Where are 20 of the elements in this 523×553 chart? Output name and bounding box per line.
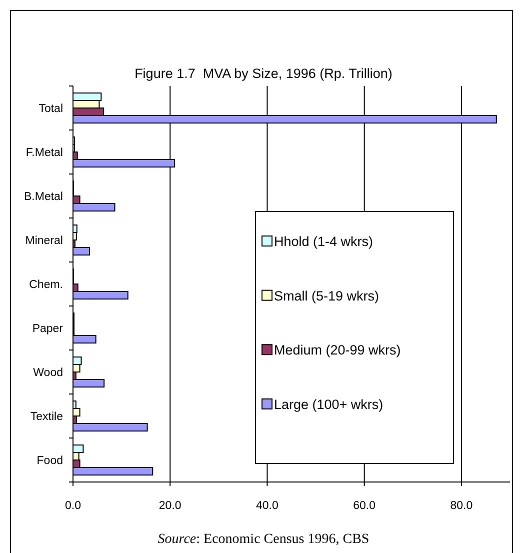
x-tick-label: 0.0 [65, 500, 81, 512]
chart-title: Figure 1.7 MVA by Size, 1996 (Rp. Trillion) [134, 66, 392, 81]
y-tick-label: Mineral [25, 235, 63, 247]
y-tick-label: Chem. [29, 279, 63, 291]
y-tick-label: B.Metal [24, 191, 63, 203]
y-tick-label: Textile [30, 411, 63, 423]
x-tick-label: 20.0 [158, 500, 182, 512]
y-tick-label: F.Metal [26, 147, 63, 159]
x-tick-label: 40.0 [256, 500, 278, 512]
source-note: Source: Economic Census 1996, CBS [158, 532, 370, 547]
y-tick-label: Food [36, 455, 63, 467]
y-tick-label: Total [38, 103, 63, 115]
y-tick-label: Paper [32, 323, 64, 335]
legend-label: Hhold (1-4 wkrs) [274, 234, 374, 249]
y-tick-label: Wood [33, 367, 63, 379]
x-tick-label: 80.0 [450, 500, 473, 512]
legend-label: Large (100+ wkrs) [274, 396, 384, 412]
x-tick-label: 60.0 [353, 500, 376, 512]
legend-label: Small (5-19 wkrs) [274, 288, 380, 304]
legend-label: Medium (20-99 wkrs) [274, 342, 401, 358]
